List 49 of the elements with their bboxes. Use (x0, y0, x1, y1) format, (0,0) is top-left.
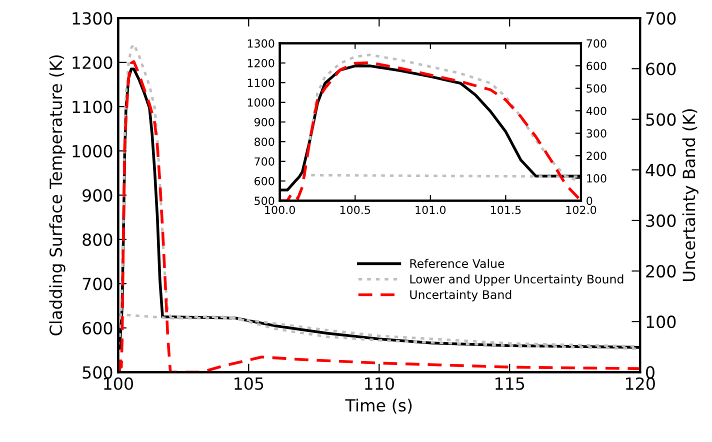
x-tick-label: 101.0 (416, 206, 446, 214)
x-tick-label: 100.5 (340, 206, 370, 214)
y-tick-label: 700 (82, 278, 112, 290)
y-tick-label: 1100 (72, 100, 112, 114)
y-axis-title: Cladding Surface Temperature (K) (49, 55, 66, 336)
y-tick-label: 500 (82, 366, 112, 379)
x-axis-title: Time (s) (345, 398, 412, 414)
y-tick-label: 700 (254, 157, 274, 166)
x-tick-label: 120 (626, 377, 655, 390)
y2-tick-label: 500 (586, 84, 606, 93)
y2-tick-label: 500 (646, 113, 676, 126)
y-tick-label: 800 (82, 233, 112, 246)
y2-tick-label: 600 (646, 62, 676, 76)
y-tick-label: 500 (254, 196, 274, 206)
y-tick-label: 1300 (248, 39, 274, 48)
y-tick-label: 600 (254, 176, 274, 186)
y2-tick-label: 0 (586, 196, 592, 206)
y-tick-label: 1000 (72, 144, 112, 158)
y-tick-label: 800 (254, 138, 274, 146)
x-tick-label: 100 (104, 377, 133, 390)
x-tick-label: 102.0 (566, 206, 596, 214)
y-tick-label: 1000 (248, 98, 274, 107)
y-tick-label: 1200 (72, 56, 112, 69)
y-tick-label: 1300 (72, 12, 112, 25)
y2-tick-label: 600 (586, 62, 606, 70)
y2-tick-label: 100 (587, 174, 606, 183)
legend-label: Reference Value (410, 258, 504, 268)
y2-tick-label: 300 (646, 214, 676, 227)
y2-tick-label: 400 (646, 164, 676, 176)
y2-tick-label: 400 (586, 106, 606, 116)
y-tick-label: 1100 (248, 78, 274, 88)
x-tick-label: 115 (496, 378, 524, 390)
x-tick-label: 101.5 (491, 206, 521, 214)
x-tick-label: 110 (365, 377, 394, 390)
y2-tick-label: 700 (646, 12, 676, 25)
y2-tick-label: 200 (586, 152, 606, 160)
y2-tick-label: 700 (586, 39, 606, 48)
y2-tick-label: 200 (646, 264, 676, 278)
y2-tick-label: 300 (586, 129, 606, 138)
y2-tick-label: 100 (646, 316, 676, 328)
x-tick-label: 100.0 (265, 206, 295, 214)
y-tick-label: 1200 (248, 58, 274, 68)
legend-label: Uncertainty Band (410, 290, 512, 302)
legend-label: Lower and Upper Uncertainty Bound (410, 274, 624, 286)
y-tick-label: 900 (82, 189, 112, 202)
y-tick-label: 900 (254, 118, 274, 126)
y-tick-label: 600 (82, 322, 112, 334)
x-tick-label: 105 (234, 377, 264, 390)
y2-axis-title: Uncertainty Band (K) (682, 109, 698, 282)
